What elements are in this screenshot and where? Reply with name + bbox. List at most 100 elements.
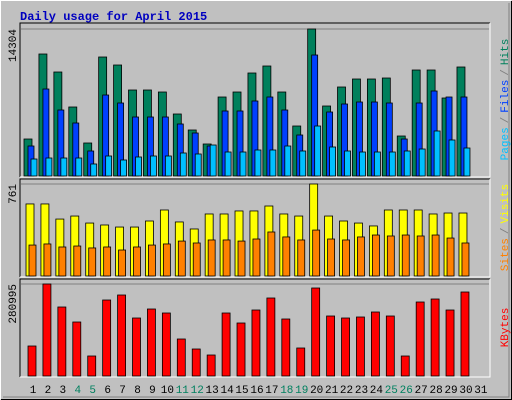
x-tick-label: 26 bbox=[400, 385, 413, 397]
bar bbox=[221, 312, 231, 377]
bar bbox=[296, 347, 306, 377]
bar bbox=[57, 306, 67, 377]
legend: Pages / Files / Hits bbox=[500, 39, 512, 161]
bar bbox=[90, 163, 98, 177]
bar bbox=[42, 283, 52, 377]
bar bbox=[148, 244, 156, 277]
x-tick-label: 28 bbox=[430, 385, 443, 397]
bar bbox=[194, 153, 202, 177]
bar bbox=[117, 294, 126, 377]
bar bbox=[206, 354, 216, 377]
bevel-shade bbox=[3, 3, 510, 398]
bar bbox=[446, 237, 455, 277]
bar bbox=[388, 151, 396, 177]
legend-separator: / bbox=[500, 227, 512, 234]
bar bbox=[222, 239, 231, 277]
bar bbox=[401, 234, 410, 277]
bar bbox=[207, 239, 216, 277]
x-tick-label: 14 bbox=[220, 385, 234, 397]
x-tick-label: 29 bbox=[444, 385, 457, 397]
panel-border-dark bbox=[19, 178, 490, 277]
bar bbox=[45, 157, 53, 177]
bar bbox=[314, 125, 322, 177]
bar bbox=[266, 297, 276, 377]
bar bbox=[75, 157, 83, 177]
bar bbox=[418, 148, 426, 177]
bar bbox=[386, 235, 395, 277]
legend-entry: Visits bbox=[500, 184, 512, 224]
bar bbox=[357, 236, 365, 277]
bar bbox=[87, 355, 97, 377]
panel-border-dark bbox=[19, 22, 490, 177]
x-tick-label: 5 bbox=[89, 385, 96, 397]
x-tick-label: 27 bbox=[415, 385, 428, 397]
bar bbox=[88, 247, 97, 277]
bar bbox=[236, 322, 246, 377]
bar bbox=[43, 243, 52, 277]
bar bbox=[267, 231, 276, 277]
x-tick-label: 16 bbox=[250, 385, 263, 397]
bar bbox=[147, 308, 156, 377]
bar bbox=[448, 139, 456, 177]
x-tick-label: 31 bbox=[474, 385, 488, 397]
bar bbox=[371, 234, 380, 277]
panel-border-dark bbox=[19, 278, 490, 377]
y-tick-label: 280995 bbox=[8, 284, 20, 324]
panel-border-light bbox=[20, 179, 491, 278]
bar bbox=[191, 348, 201, 377]
bar bbox=[370, 311, 380, 377]
bar bbox=[60, 157, 68, 177]
bar bbox=[326, 315, 336, 377]
bar bbox=[28, 244, 37, 277]
x-tick-label: 19 bbox=[295, 385, 308, 397]
bar bbox=[269, 149, 277, 177]
bar bbox=[342, 239, 350, 277]
x-tick-label: 2 bbox=[45, 385, 52, 397]
bar bbox=[58, 246, 67, 277]
legend: Sites / Visits bbox=[500, 184, 512, 271]
bar bbox=[373, 151, 381, 177]
x-tick-label: 7 bbox=[119, 385, 126, 397]
panel-border-light bbox=[20, 279, 491, 378]
x-tick-label: 17 bbox=[265, 385, 278, 397]
x-tick-label: 20 bbox=[310, 385, 323, 397]
bar bbox=[461, 242, 470, 277]
x-tick-label: 18 bbox=[280, 385, 293, 397]
bar bbox=[282, 236, 291, 277]
bar bbox=[120, 159, 127, 177]
bar bbox=[359, 151, 366, 177]
bar bbox=[344, 150, 351, 177]
y-tick-label: 14304 bbox=[8, 29, 20, 62]
bar bbox=[133, 246, 141, 277]
bar bbox=[252, 238, 261, 277]
legend-entry: Pages bbox=[500, 127, 512, 160]
bar bbox=[209, 144, 217, 177]
bar bbox=[400, 355, 410, 377]
bar bbox=[179, 152, 187, 177]
bar bbox=[239, 151, 247, 177]
bar bbox=[27, 345, 37, 377]
legend-entry: Hits bbox=[500, 39, 512, 65]
bar bbox=[177, 240, 186, 277]
bar bbox=[73, 245, 82, 277]
x-tick-label: 10 bbox=[161, 385, 174, 397]
bar bbox=[105, 155, 113, 177]
x-tick-label: 21 bbox=[325, 385, 339, 397]
bar bbox=[430, 298, 440, 377]
bar bbox=[281, 318, 291, 377]
bar bbox=[403, 150, 411, 177]
bar bbox=[251, 309, 261, 377]
x-tick-label: 24 bbox=[370, 385, 384, 397]
x-tick-label: 9 bbox=[149, 385, 156, 397]
bar bbox=[312, 229, 321, 277]
y-tick-label: 761 bbox=[8, 184, 20, 204]
bar bbox=[433, 130, 441, 177]
bar bbox=[416, 235, 425, 277]
bar bbox=[284, 145, 292, 177]
bar bbox=[356, 316, 365, 377]
bar bbox=[132, 317, 141, 377]
bar bbox=[311, 287, 321, 377]
bar bbox=[103, 246, 112, 277]
